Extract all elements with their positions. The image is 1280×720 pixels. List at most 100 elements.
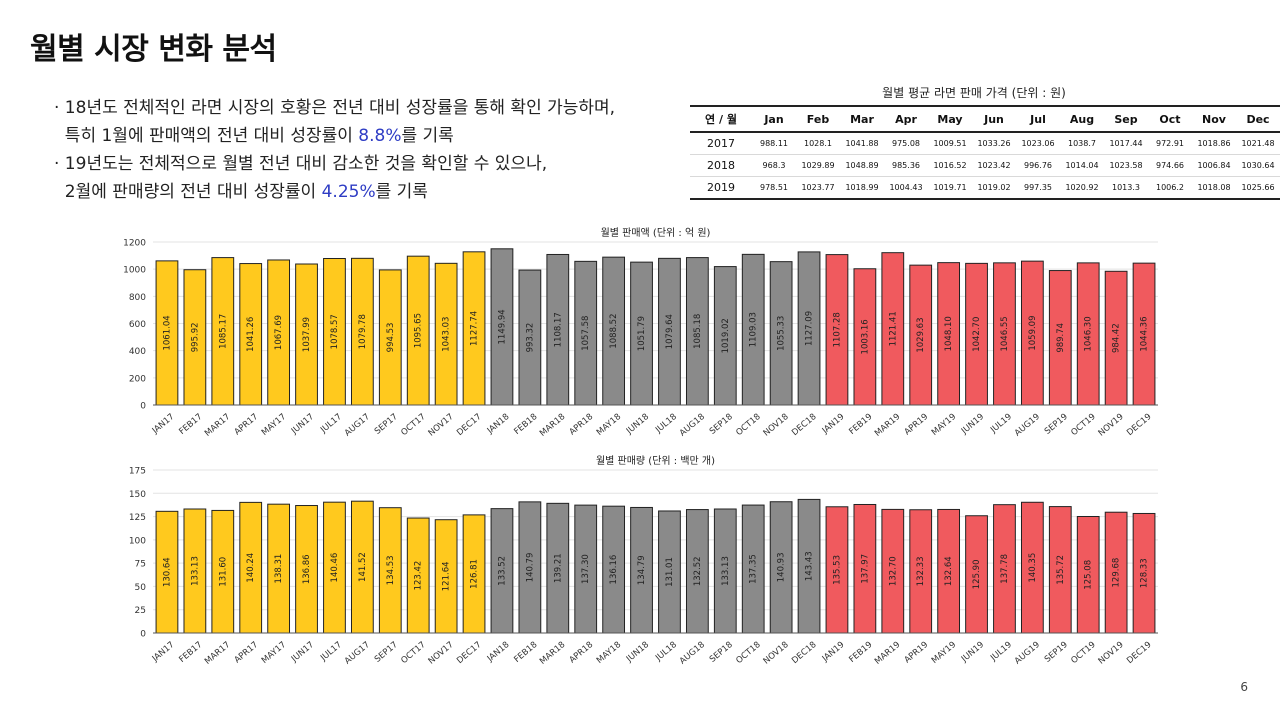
table-price-cell: 978.51 bbox=[752, 176, 796, 200]
highlight-value: 8.8% bbox=[358, 126, 402, 146]
data-label: 1059.09 bbox=[1028, 315, 1038, 350]
table-price-cell: 1028.1 bbox=[796, 132, 840, 155]
table-price-cell: 1009.51 bbox=[928, 132, 972, 155]
x-tick-label: MAR18 bbox=[538, 412, 567, 439]
x-tick-label: MAY17 bbox=[260, 412, 288, 438]
table-year-cell: 2018 bbox=[690, 154, 752, 177]
table-price-cell: 1023.06 bbox=[1016, 132, 1060, 155]
table-month-header: Mar bbox=[840, 105, 884, 133]
table-month-header: Nov bbox=[1192, 105, 1236, 133]
x-tick-label: MAY18 bbox=[595, 412, 623, 438]
data-label: 132.33 bbox=[916, 556, 926, 586]
x-tick-label: DEC18 bbox=[790, 412, 818, 438]
x-tick-label: FEB17 bbox=[177, 640, 204, 665]
data-label: 1095.65 bbox=[414, 313, 424, 348]
bullet-text: 특히 1월에 판매액의 전년 대비 성장률이 bbox=[54, 126, 359, 146]
x-tick-label: FEB17 bbox=[177, 412, 204, 437]
x-tick-label: JUN19 bbox=[959, 640, 986, 665]
x-tick-label: JUL18 bbox=[653, 412, 679, 436]
data-label: 133.52 bbox=[497, 556, 507, 586]
price-table: 연 / 월 Jan Feb Mar Apr May Jun Jul Aug Sep Oct Nov De… bbox=[690, 105, 1280, 200]
x-tick-label: APR18 bbox=[568, 640, 596, 665]
data-label: 1003.16 bbox=[860, 319, 870, 354]
bullet-text: 를 기록 bbox=[401, 126, 454, 146]
y-tick-label: 800 bbox=[129, 293, 146, 303]
x-tick-label: JUN17 bbox=[289, 640, 316, 665]
x-tick-label: AUG19 bbox=[1013, 412, 1042, 439]
table-price-cell: 1018.86 bbox=[1192, 132, 1236, 155]
x-tick-label: DEC19 bbox=[1125, 640, 1153, 666]
table-price-cell: 1029.89 bbox=[796, 154, 840, 177]
table-price-cell: 1023.58 bbox=[1104, 154, 1148, 177]
data-label: 1085.18 bbox=[693, 314, 703, 349]
data-label: 1051.79 bbox=[637, 316, 647, 351]
table-price-cell: 1018.99 bbox=[840, 176, 884, 200]
x-tick-label: DEC17 bbox=[455, 412, 483, 438]
x-tick-label: OCT18 bbox=[734, 412, 762, 438]
data-label: 131.60 bbox=[218, 557, 228, 587]
x-tick-label: JUN19 bbox=[959, 412, 986, 437]
x-tick-label: FEB18 bbox=[512, 412, 539, 437]
x-tick-label: MAY19 bbox=[930, 640, 958, 666]
x-tick-label: OCT17 bbox=[399, 640, 427, 666]
bullet-text: 2월에 판매량의 전년 대비 성장률이 bbox=[54, 182, 322, 202]
table-price-cell: 1013.3 bbox=[1104, 176, 1148, 200]
data-label: 1061.04 bbox=[162, 315, 172, 350]
table-row: 2018 968.3 1029.89 1048.89 985.36 1016.52 1023… bbox=[690, 154, 1280, 177]
table-month-header: Jul bbox=[1016, 105, 1060, 133]
table-price-cell: 985.36 bbox=[884, 154, 928, 177]
data-label: 994.53 bbox=[386, 323, 396, 353]
x-tick-label: JAN19 bbox=[820, 412, 847, 437]
bullet-line: 2월에 판매량의 전년 대비 성장률이 4.25%를 기록 bbox=[54, 178, 615, 206]
data-label: 1107.28 bbox=[832, 312, 842, 347]
table-month-header: Feb bbox=[796, 105, 840, 133]
table-price-cell: 1023.77 bbox=[796, 176, 840, 200]
data-label: 132.64 bbox=[944, 556, 954, 586]
table-price-cell: 1019.02 bbox=[972, 176, 1016, 200]
x-tick-label: OCT19 bbox=[1069, 412, 1097, 438]
table-price-cell: 968.3 bbox=[752, 154, 796, 177]
x-tick-label: AUG19 bbox=[1013, 640, 1042, 667]
chart-title: 월별 판매액 (단위 : 억 원) bbox=[601, 226, 711, 239]
x-tick-label: AUG18 bbox=[678, 412, 707, 439]
x-tick-label: MAR17 bbox=[203, 412, 232, 439]
data-label: 1019.02 bbox=[721, 318, 731, 353]
table-price-cell: 1014.04 bbox=[1060, 154, 1104, 177]
x-tick-label: FEB19 bbox=[847, 640, 874, 665]
data-label: 137.30 bbox=[581, 554, 591, 584]
bullet-text: · 19년도는 전체적으로 월별 전년 대비 감소한 것을 확인할 수 있으나, bbox=[54, 154, 548, 174]
table-price-cell: 1025.66 bbox=[1236, 176, 1280, 200]
chart-title: 월별 판매량 (단위 : 백만 개) bbox=[596, 454, 715, 467]
bullet-line: · 18년도 전체적인 라면 시장의 호황은 전년 대비 성장률을 통해 확인 … bbox=[54, 94, 615, 122]
data-label: 1046.55 bbox=[1000, 316, 1010, 351]
x-tick-label: SEP19 bbox=[1043, 640, 1070, 665]
x-tick-label: AUG17 bbox=[343, 640, 372, 667]
x-tick-label: FEB19 bbox=[847, 412, 874, 437]
data-label: 125.90 bbox=[972, 559, 982, 589]
table-price-cell: 975.08 bbox=[884, 132, 928, 155]
bullet-line: 특히 1월에 판매액의 전년 대비 성장률이 8.8%를 기록 bbox=[54, 122, 615, 150]
data-label: 1043.03 bbox=[442, 317, 452, 352]
x-tick-label: JUL19 bbox=[988, 640, 1014, 664]
x-tick-label: MAY18 bbox=[595, 640, 623, 666]
data-label: 1088.52 bbox=[609, 313, 619, 348]
x-tick-label: JUL18 bbox=[653, 640, 679, 664]
data-label: 989.74 bbox=[1056, 323, 1066, 353]
table-price-cell: 988.11 bbox=[752, 132, 796, 155]
x-tick-label: DEC18 bbox=[790, 640, 818, 666]
data-label: 1067.69 bbox=[274, 315, 284, 350]
data-label: 1109.03 bbox=[749, 312, 759, 347]
data-label: 993.32 bbox=[525, 323, 535, 353]
table-month-header: Jan bbox=[752, 105, 796, 133]
x-tick-label: SEP19 bbox=[1043, 412, 1070, 437]
x-tick-label: APR18 bbox=[568, 412, 596, 437]
data-label: 123.42 bbox=[414, 561, 424, 591]
x-tick-label: NOV17 bbox=[427, 640, 456, 667]
x-tick-label: JAN19 bbox=[820, 640, 847, 665]
y-tick-label: 175 bbox=[129, 467, 146, 477]
y-tick-label: 200 bbox=[129, 374, 146, 384]
data-label: 136.16 bbox=[609, 555, 619, 585]
x-tick-label: DEC17 bbox=[455, 640, 483, 666]
x-tick-label: MAR18 bbox=[538, 640, 567, 667]
y-tick-label: 150 bbox=[129, 490, 146, 500]
